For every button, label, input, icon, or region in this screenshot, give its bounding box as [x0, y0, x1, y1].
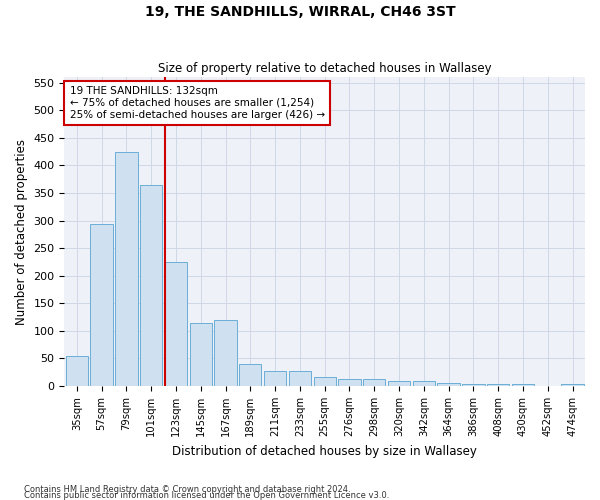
- Bar: [437, 384, 460, 386]
- Bar: [239, 364, 262, 386]
- Bar: [338, 380, 361, 386]
- Text: 19, THE SANDHILLS, WIRRAL, CH46 3ST: 19, THE SANDHILLS, WIRRAL, CH46 3ST: [145, 5, 455, 19]
- Text: Contains public sector information licensed under the Open Government Licence v3: Contains public sector information licen…: [24, 490, 389, 500]
- Y-axis label: Number of detached properties: Number of detached properties: [15, 138, 28, 324]
- Bar: [413, 380, 435, 386]
- Bar: [487, 384, 509, 386]
- Bar: [91, 224, 113, 386]
- Bar: [289, 370, 311, 386]
- Bar: [214, 320, 236, 386]
- Bar: [512, 384, 534, 386]
- Bar: [462, 384, 485, 386]
- Bar: [115, 152, 137, 386]
- Bar: [388, 380, 410, 386]
- Text: 19 THE SANDHILLS: 132sqm
← 75% of detached houses are smaller (1,254)
25% of sem: 19 THE SANDHILLS: 132sqm ← 75% of detach…: [70, 86, 325, 120]
- Bar: [314, 376, 336, 386]
- Bar: [264, 370, 286, 386]
- Bar: [165, 262, 187, 386]
- Text: Contains HM Land Registry data © Crown copyright and database right 2024.: Contains HM Land Registry data © Crown c…: [24, 484, 350, 494]
- Bar: [140, 184, 163, 386]
- Bar: [562, 384, 584, 386]
- X-axis label: Distribution of detached houses by size in Wallasey: Distribution of detached houses by size …: [172, 444, 477, 458]
- Bar: [363, 380, 385, 386]
- Bar: [65, 356, 88, 386]
- Bar: [190, 322, 212, 386]
- Title: Size of property relative to detached houses in Wallasey: Size of property relative to detached ho…: [158, 62, 491, 74]
